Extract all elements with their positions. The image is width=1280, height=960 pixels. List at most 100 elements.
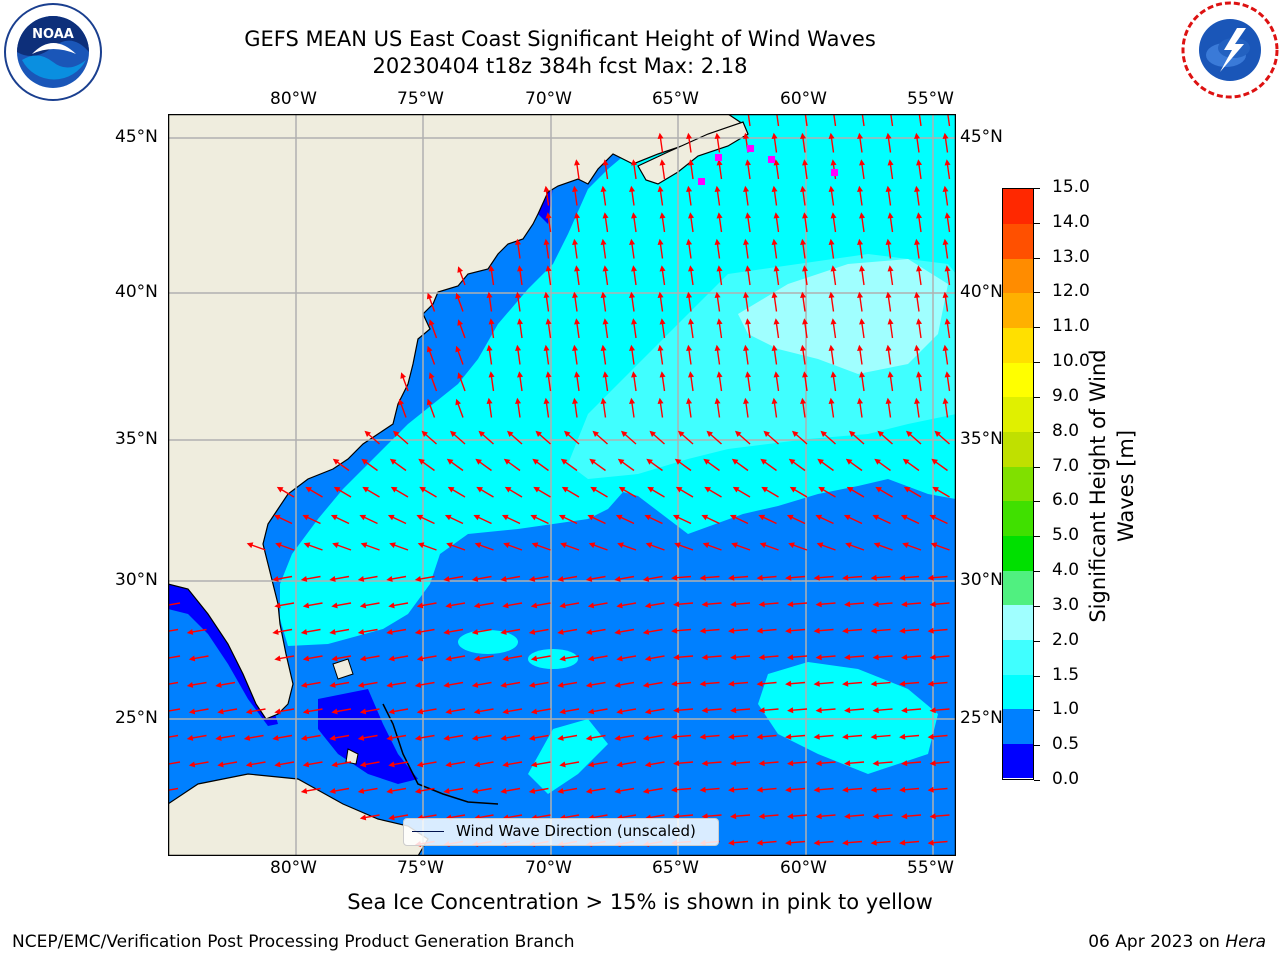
wave-arrow-head bbox=[500, 787, 507, 794]
colorbar-tick-label: 9.0 bbox=[1052, 385, 1080, 406]
wave-arrow-head bbox=[828, 344, 835, 352]
wave-arrow-head bbox=[329, 575, 336, 582]
wave-arrow-head bbox=[758, 514, 766, 521]
wave-arrow-head bbox=[872, 813, 879, 820]
wave-arrow-head bbox=[716, 265, 723, 272]
wave-arrow-head bbox=[557, 681, 564, 688]
colorbar-cell bbox=[1003, 708, 1033, 744]
wave-arrow-head bbox=[870, 574, 877, 581]
wave-arrow-head bbox=[673, 707, 680, 714]
wave-arrow-head bbox=[616, 602, 623, 609]
wave-arrow-head bbox=[927, 786, 934, 793]
colorbar-tick-label: 1.0 bbox=[1052, 699, 1080, 720]
wave-arrow-head bbox=[743, 238, 750, 246]
sea-ice-marker bbox=[715, 154, 722, 161]
wave-arrow-head bbox=[815, 813, 822, 820]
map-frame bbox=[167, 113, 957, 857]
wave-arrow-head bbox=[600, 344, 607, 352]
wave-arrow-head bbox=[273, 514, 281, 521]
lon-label-bottom: 70°W bbox=[525, 858, 572, 878]
lat-label-left: 35°N bbox=[115, 429, 158, 449]
wave-arrow-head bbox=[386, 734, 393, 741]
wave-arrow-head bbox=[532, 458, 539, 465]
wave-arrow-head bbox=[942, 397, 949, 405]
wave-arrow-head bbox=[476, 486, 483, 493]
wave-arrow-head bbox=[657, 185, 664, 193]
wave-arrow-head bbox=[859, 159, 866, 166]
wave-arrow-head bbox=[842, 680, 849, 687]
wave-arrow-head bbox=[870, 680, 877, 687]
wave-arrow-shaft bbox=[169, 628, 179, 632]
wave-arrow-head bbox=[245, 761, 253, 768]
wave-arrow-head bbox=[457, 319, 464, 326]
colorbar-tick-label: 0.5 bbox=[1052, 734, 1080, 755]
wave-arrow-head bbox=[885, 185, 892, 193]
wave-arrow-head bbox=[602, 212, 609, 219]
wave-arrow-head bbox=[902, 542, 909, 549]
wave-arrow-head bbox=[901, 654, 908, 661]
wave-arrow-head bbox=[873, 542, 881, 549]
wave-arrow-head bbox=[686, 132, 693, 140]
colorbar-tick-mark bbox=[1034, 466, 1040, 468]
wave-arrow-head bbox=[416, 602, 424, 609]
wave-arrow-head bbox=[217, 708, 224, 715]
wave-arrow-head bbox=[528, 787, 536, 794]
lat-label-right: 45°N bbox=[960, 127, 1003, 147]
colorbar-cell bbox=[1003, 327, 1033, 363]
lat-label-right: 35°N bbox=[960, 429, 1003, 449]
colorbar-cell bbox=[1003, 258, 1033, 294]
graticule bbox=[169, 115, 955, 855]
wave-arrow-head bbox=[506, 430, 514, 438]
colorbar-tick-label: 15.0 bbox=[1052, 177, 1090, 197]
wave-arrow-head bbox=[686, 397, 693, 405]
wave-arrow-head bbox=[699, 627, 706, 634]
colorbar-cell bbox=[1003, 535, 1033, 571]
lat-label-left: 40°N bbox=[115, 282, 158, 302]
wave-arrow-head bbox=[474, 542, 482, 549]
wave-arrow-head bbox=[673, 654, 680, 661]
wave-arrow-head bbox=[899, 733, 906, 740]
colorbar-tick-label: 11.0 bbox=[1052, 316, 1090, 337]
colorbar-tick-label: 7.0 bbox=[1052, 455, 1080, 476]
wave-arrow-head bbox=[386, 787, 393, 794]
wave-arrow-head bbox=[390, 486, 398, 493]
wave-arrow-head bbox=[671, 574, 678, 581]
lon-label-bottom: 60°W bbox=[780, 858, 827, 878]
wave-arrow-shaft bbox=[861, 115, 865, 127]
colorbar-tick-label: 12.0 bbox=[1052, 281, 1090, 302]
wave-arrow-head bbox=[743, 291, 750, 299]
colorbar-tick-mark bbox=[1034, 362, 1040, 364]
wave-arrow-head bbox=[617, 458, 625, 465]
wave-arrow-head bbox=[686, 291, 693, 299]
wave-arrow-head bbox=[457, 372, 464, 379]
wave-arrow-head bbox=[421, 430, 428, 438]
wave-arrow-head bbox=[944, 159, 951, 166]
lat-label-right: 40°N bbox=[960, 282, 1003, 302]
wave-arrow-head bbox=[631, 318, 638, 325]
wave-arrow-head bbox=[515, 238, 522, 246]
colorbar-tick-mark bbox=[1034, 501, 1040, 503]
wave-arrow-head bbox=[671, 680, 678, 687]
colorbar-tick-mark bbox=[1034, 222, 1040, 224]
wave-arrow-head bbox=[942, 344, 949, 352]
wave-arrow-head bbox=[673, 813, 680, 820]
wave-arrow-head bbox=[592, 430, 599, 438]
wave-arrow-head bbox=[706, 430, 713, 438]
wave-arrow-head bbox=[714, 291, 721, 299]
wave-arrow-head bbox=[275, 542, 282, 549]
wave-arrow-head bbox=[215, 681, 222, 688]
wave-arrow-head bbox=[701, 707, 708, 714]
wave-arrow-head bbox=[330, 514, 338, 521]
wave-arrow-head bbox=[872, 514, 880, 521]
wave-arrow-head bbox=[587, 655, 595, 662]
wave-arrow-head bbox=[629, 238, 636, 246]
wave-arrow-head bbox=[728, 627, 735, 634]
wave-arrow-head bbox=[929, 707, 936, 714]
wave-arrow-head bbox=[846, 486, 854, 493]
wave-arrow-head bbox=[703, 458, 710, 465]
wave-arrow-head bbox=[657, 291, 664, 299]
wave-arrow-head bbox=[885, 397, 892, 405]
wave-arrow-head bbox=[887, 212, 894, 219]
lon-label-top: 60°W bbox=[780, 89, 827, 109]
wave-arrow-head bbox=[557, 787, 564, 794]
